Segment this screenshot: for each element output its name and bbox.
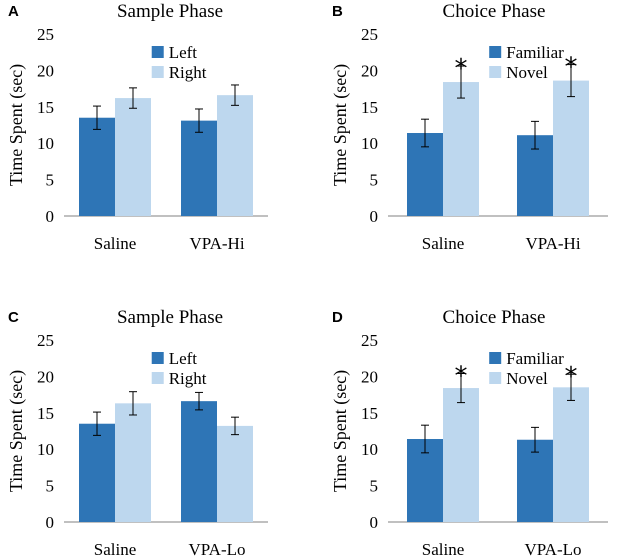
y-tick-label: 20 xyxy=(361,61,378,80)
y-tick-label: 15 xyxy=(361,98,378,117)
chart-panel-c: C Sample Phase Time Spent (sec) 0 5 10 15 20 25 S… xyxy=(6,307,268,558)
bar-novel xyxy=(443,82,479,216)
y-tick-label: 5 xyxy=(370,171,379,190)
x-tick-label: VPA-Hi xyxy=(189,234,244,253)
bar-novel xyxy=(443,388,479,522)
legend-swatch-novel xyxy=(489,372,502,384)
y-tick-label: 5 xyxy=(370,477,379,496)
legend-swatch-familiar xyxy=(489,352,502,364)
y-axis-label: Time Spent (sec) xyxy=(6,370,27,492)
legend-label-familiar: Familiar xyxy=(506,349,564,368)
legend-swatch-familiar xyxy=(489,46,502,58)
legend-label-right: Right xyxy=(169,63,207,82)
bar-right xyxy=(217,425,253,522)
bar-right xyxy=(115,403,151,522)
y-tick-label: 15 xyxy=(37,98,54,117)
x-tick-label: VPA-Lo xyxy=(525,540,582,558)
legend-swatch-left xyxy=(151,46,164,58)
y-tick-label: 10 xyxy=(37,440,54,459)
legend-swatch-novel xyxy=(489,66,502,78)
legend-label-novel: Novel xyxy=(506,369,548,388)
y-tick-label: 10 xyxy=(361,440,378,459)
chart-title: Choice Phase xyxy=(443,1,546,22)
bar-left xyxy=(79,117,115,216)
y-tick-label: 20 xyxy=(37,367,54,386)
significance-star: * xyxy=(565,53,578,83)
bar-novel xyxy=(553,387,589,522)
y-tick-label: 20 xyxy=(37,61,54,80)
y-axis-label: Time Spent (sec) xyxy=(330,370,351,492)
y-tick-label: 25 xyxy=(361,331,378,350)
legend-label-novel: Novel xyxy=(506,63,548,82)
chart-panel-d: D Choice Phase Time Spent (sec) 0 5 10 15 20 25 S… xyxy=(330,307,608,558)
bar-novel xyxy=(553,80,589,216)
bar-left xyxy=(79,423,115,522)
x-tick-label: Saline xyxy=(94,540,137,558)
bar-left xyxy=(181,401,217,522)
y-tick-label: 25 xyxy=(361,25,378,44)
significance-star: * xyxy=(455,361,468,391)
panel-letter: C xyxy=(8,309,19,326)
bar-right xyxy=(115,98,151,216)
legend-label-left: Left xyxy=(169,349,198,368)
y-tick-label: 0 xyxy=(46,207,55,226)
x-tick-label: Saline xyxy=(94,234,137,253)
panel-letter: D xyxy=(332,309,343,326)
x-tick-label: Saline xyxy=(422,234,465,253)
chart-title: Sample Phase xyxy=(117,1,223,22)
y-tick-label: 25 xyxy=(37,331,54,350)
y-tick-label: 5 xyxy=(46,171,55,190)
panel-letter: B xyxy=(332,3,343,20)
y-tick-label: 5 xyxy=(46,477,55,496)
bar-left xyxy=(181,120,217,216)
y-tick-label: 0 xyxy=(46,513,55,532)
y-tick-label: 0 xyxy=(370,207,379,226)
legend-label-familiar: Familiar xyxy=(506,43,564,62)
legend-label-left: Left xyxy=(169,43,198,62)
y-tick-label: 15 xyxy=(37,404,54,423)
y-axis-label: Time Spent (sec) xyxy=(6,64,27,186)
chart-panel-a: A Sample Phase Time Spent (sec) 0 5 10 15 20 25 S… xyxy=(6,1,268,253)
y-tick-label: 20 xyxy=(361,367,378,386)
panel-letter: A xyxy=(8,3,19,20)
y-tick-label: 0 xyxy=(370,513,379,532)
chart-panel-b: B Choice Phase Time Spent (sec) 0 5 10 15 20 25 S… xyxy=(330,1,608,253)
x-tick-label: VPA-Hi xyxy=(525,234,580,253)
y-axis-label: Time Spent (sec) xyxy=(330,64,351,186)
bar-familiar xyxy=(517,439,553,522)
x-tick-label: Saline xyxy=(422,540,465,558)
x-tick-label: VPA-Lo xyxy=(189,540,246,558)
significance-star: * xyxy=(565,362,578,392)
legend-swatch-right xyxy=(151,372,164,384)
legend-swatch-right xyxy=(151,66,164,78)
y-tick-label: 25 xyxy=(37,25,54,44)
y-tick-label: 10 xyxy=(361,134,378,153)
y-tick-label: 15 xyxy=(361,404,378,423)
bar-right xyxy=(217,95,253,216)
chart-title: Sample Phase xyxy=(117,307,223,328)
significance-star: * xyxy=(455,54,468,84)
legend-label-right: Right xyxy=(169,369,207,388)
y-tick-label: 10 xyxy=(37,134,54,153)
chart-title: Choice Phase xyxy=(443,307,546,328)
legend-swatch-left xyxy=(151,352,164,364)
